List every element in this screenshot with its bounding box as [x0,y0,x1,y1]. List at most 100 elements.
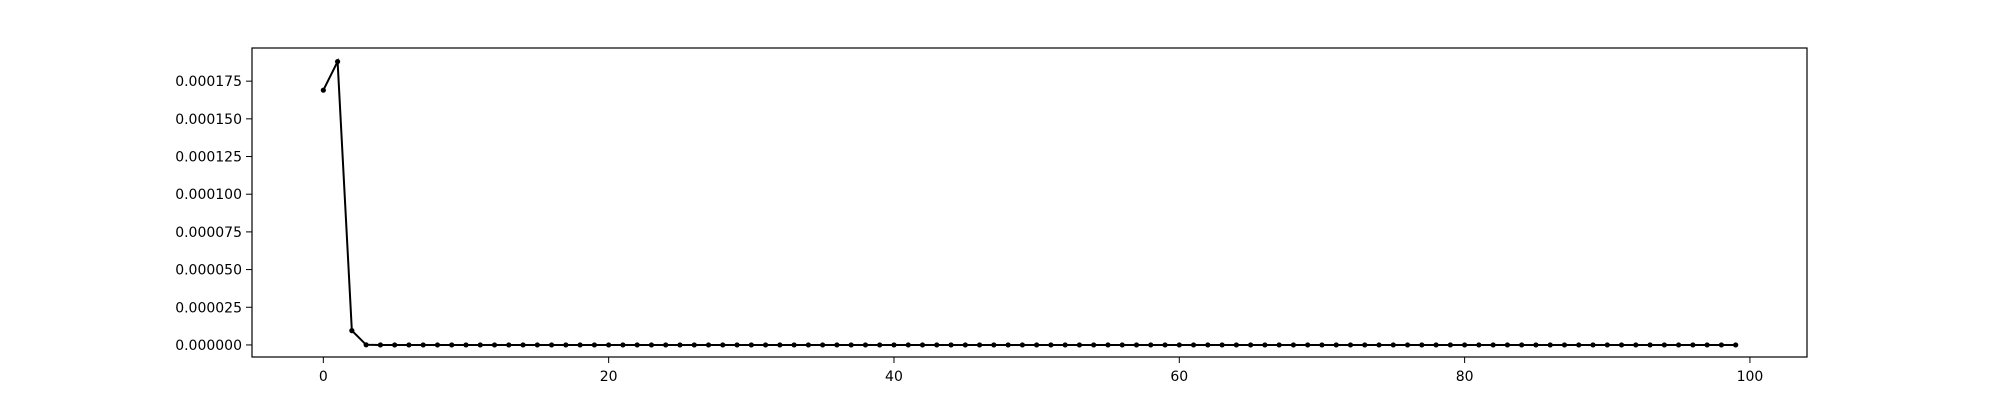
data-point [634,342,640,348]
data-point [1091,342,1097,348]
data-point [1633,342,1639,348]
data-point [1305,342,1311,348]
data-point [377,342,383,348]
data-point [563,342,569,348]
data-point [805,342,811,348]
data-point [1404,342,1411,348]
data-point [534,342,540,348]
y-axis-ticks: 0.000000 0.000025 0.000050 0.000075 0.000100… [175,74,252,354]
data-point [1162,342,1168,348]
data-point [720,342,726,348]
data-point [1433,342,1439,348]
data-point [1618,342,1625,348]
data-point [1176,342,1182,348]
data-point [548,342,555,348]
data-point [877,342,883,348]
data-point [1462,342,1468,348]
data-point [1205,342,1211,348]
data-point [1048,342,1054,348]
y-tick-label: 0.000100 [175,187,242,203]
data-point [1376,342,1382,348]
data-point [791,342,797,348]
data-point [349,328,355,334]
data-point [606,342,612,348]
data-point [1590,342,1596,348]
data-point [491,342,498,348]
y-tick-label: 0.000075 [175,225,242,241]
data-point [948,342,954,348]
series-layer [320,57,1739,348]
data-point [1676,342,1682,348]
data-point [506,342,512,348]
x-tick-label: 0 [319,369,328,385]
data-point [976,342,983,348]
data-point [1276,342,1282,348]
data-point [1034,342,1040,348]
data-point [1119,342,1125,348]
axes-frame [251,47,1808,358]
data-point [834,342,840,348]
data-point [734,342,740,348]
data-point [1604,342,1610,348]
data-point [1447,342,1453,348]
series-line [322,57,1736,346]
data-point [1148,342,1154,348]
y-tick-label: 0.000150 [175,112,242,128]
data-point [762,342,769,348]
data-point [1519,342,1525,348]
data-point [648,342,655,348]
data-point [677,342,683,348]
y-tick-label: 0.000000 [175,338,242,354]
data-point [705,342,712,348]
data-point [1547,342,1553,348]
data-point [962,342,968,348]
data-point [1690,342,1696,348]
x-tick-label: 100 [1737,369,1764,385]
data-point [434,342,441,348]
x-axis-ticks: 0 20 40 60 80 100 [319,357,1763,385]
data-point [748,342,754,348]
data-point [1504,342,1511,348]
data-point [1362,342,1368,348]
data-point [1390,342,1396,348]
data-point [1005,342,1011,348]
data-point [934,342,940,348]
data-point [1576,342,1582,348]
y-tick-label: 0.000125 [175,150,242,166]
data-point [1062,342,1068,348]
data-point [463,342,469,348]
data-point [1647,342,1653,348]
x-tick-label: 40 [885,369,903,385]
data-point [1661,342,1667,348]
x-tick-label: 20 [600,369,618,385]
data-point [1190,342,1197,348]
data-point [477,342,483,348]
data-point [777,342,783,348]
data-point [334,58,341,65]
data-point [1333,342,1339,348]
data-point [848,342,854,348]
data-point [663,342,669,348]
data-point [392,342,398,348]
data-point [919,342,926,348]
x-tick-label: 80 [1456,369,1474,385]
data-point [1248,342,1254,348]
data-point [363,342,369,348]
data-point [1704,342,1710,348]
x-tick-label: 60 [1170,369,1188,385]
data-point [1133,342,1140,348]
data-point [420,342,426,348]
data-point [591,342,597,348]
data-point [1019,342,1025,348]
data-point [406,342,412,348]
data-point [449,342,455,348]
data-point [1533,342,1539,348]
data-point [1718,342,1725,348]
data-point [1262,342,1268,348]
data-point [320,87,326,93]
data-point [1733,342,1739,348]
data-point [1290,342,1297,348]
data-point [1347,342,1354,348]
